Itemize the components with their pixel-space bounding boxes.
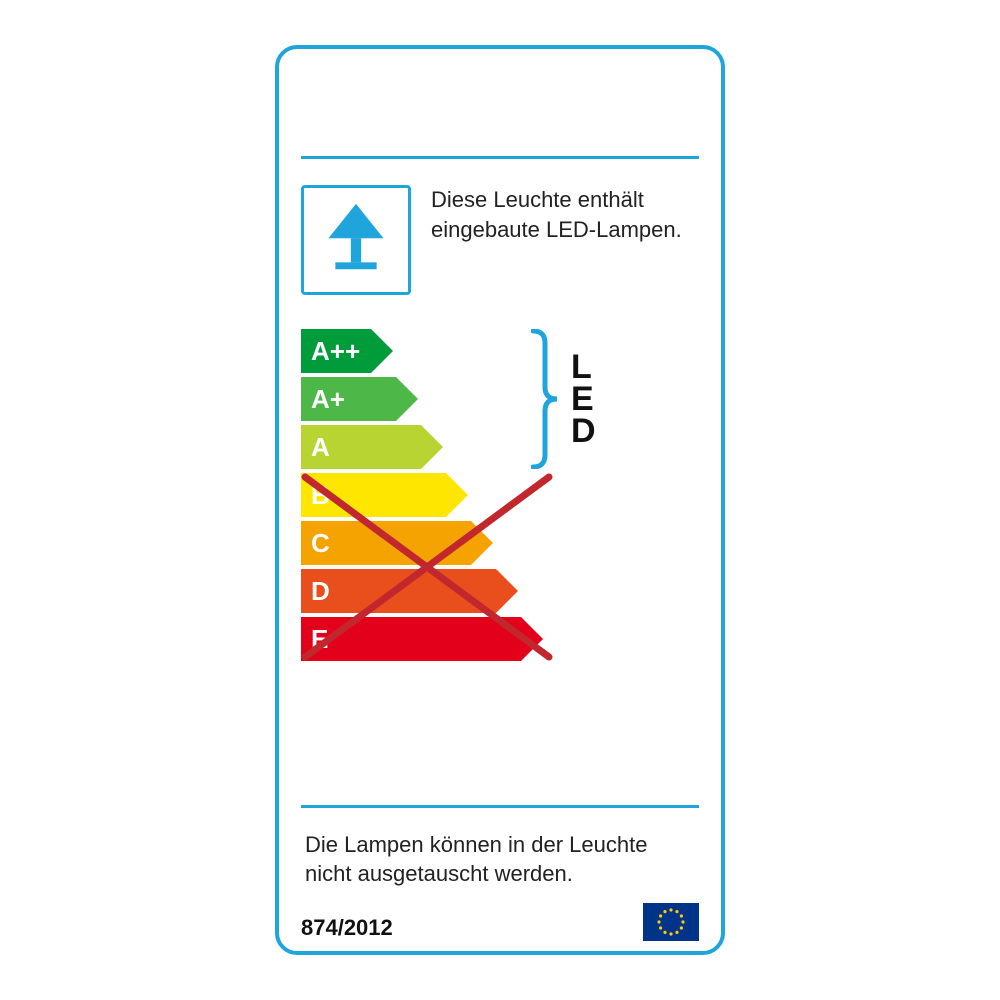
regulation-number: 874/2012: [301, 915, 393, 941]
eu-flag-stars: [643, 903, 699, 941]
energy-label: Diese Leuchte enthält eingebaute LED-Lam…: [275, 45, 725, 955]
bar-row: A+: [301, 377, 699, 421]
energy-bar-A++: A++: [301, 329, 371, 373]
bottom-text: Die Lampen können in der Leuchte nicht a…: [301, 805, 699, 903]
energy-bar-E: E: [301, 617, 521, 661]
energy-bar-label: D: [311, 576, 330, 607]
bar-row: A++: [301, 329, 699, 373]
eu-flag: [643, 903, 699, 941]
bar-row: D: [301, 569, 699, 613]
bracket-letter: D: [571, 415, 596, 447]
energy-chart: A++A+ABCDE LED: [279, 309, 721, 805]
energy-bar-label: B: [311, 480, 330, 511]
footer: 874/2012: [279, 903, 721, 951]
bracket-icon: [531, 329, 561, 469]
energy-bar-label: A+: [311, 384, 345, 415]
upper-section: Diese Leuchte enthält eingebaute LED-Lam…: [279, 159, 721, 309]
energy-bar-label: A: [311, 432, 330, 463]
energy-bars: A++A+ABCDE: [301, 329, 699, 661]
bracket-letter: E: [571, 383, 596, 415]
lamp-icon: [313, 197, 399, 283]
header-blank: [301, 49, 699, 159]
bracket-letter: L: [571, 351, 596, 383]
energy-bar-A+: A+: [301, 377, 396, 421]
bar-row: E: [301, 617, 699, 661]
energy-bar-A: A: [301, 425, 421, 469]
led-bracket: LED: [531, 329, 596, 469]
energy-bar-B: B: [301, 473, 446, 517]
bar-row: A: [301, 425, 699, 469]
energy-bar-label: A++: [311, 336, 360, 367]
energy-bar-C: C: [301, 521, 471, 565]
bar-row: C: [301, 521, 699, 565]
energy-bar-label: E: [311, 624, 328, 655]
energy-bar-D: D: [301, 569, 496, 613]
description-text: Diese Leuchte enthält eingebaute LED-Lam…: [431, 185, 699, 295]
bar-row: B: [301, 473, 699, 517]
lamp-icon-box: [301, 185, 411, 295]
energy-bar-label: C: [311, 528, 330, 559]
bracket-label: LED: [571, 351, 596, 448]
